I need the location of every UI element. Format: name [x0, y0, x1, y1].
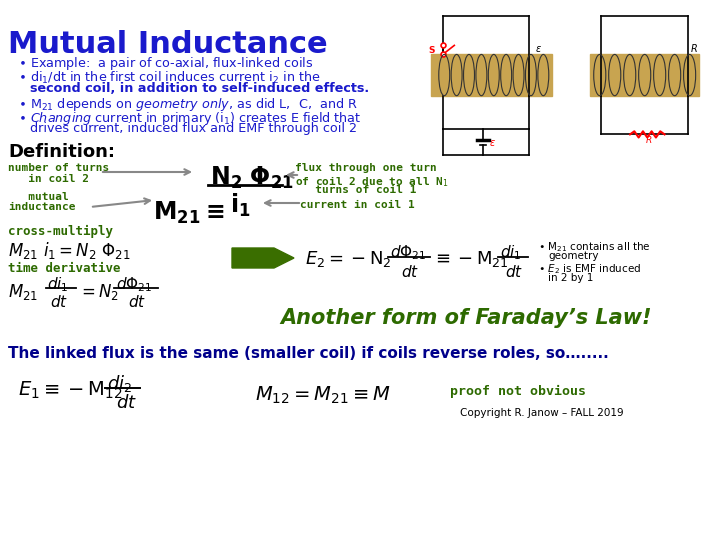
Bar — [431, 55, 552, 96]
Text: $\mathbf{M_{21} \equiv}$: $\mathbf{M_{21} \equiv}$ — [153, 200, 225, 226]
FancyArrow shape — [232, 248, 294, 268]
Text: $\equiv -\mathrm{M}_{21}$: $\equiv -\mathrm{M}_{21}$ — [432, 249, 509, 269]
Text: $dt$: $dt$ — [116, 394, 137, 412]
Text: $d\Phi_{21}$: $d\Phi_{21}$ — [390, 243, 426, 262]
Text: geometry: geometry — [548, 251, 598, 261]
Text: second coil, in addition to self-induced effects.: second coil, in addition to self-induced… — [30, 82, 369, 95]
Text: $M_{21}$: $M_{21}$ — [8, 282, 38, 302]
Text: turns of coil 1: turns of coil 1 — [295, 185, 416, 195]
Text: $dt$: $dt$ — [505, 264, 523, 280]
Text: $\mathit{E}_2 = -\mathrm{N}_2$: $\mathit{E}_2 = -\mathrm{N}_2$ — [305, 249, 392, 269]
Text: $\mathbf{N_2\ \Phi_{21}}$: $\mathbf{N_2\ \Phi_{21}}$ — [210, 165, 294, 191]
Text: $\bullet$ Example:  a pair of co-axial, flux-linked coils: $\bullet$ Example: a pair of co-axial, f… — [18, 55, 313, 72]
Text: $\varepsilon$: $\varepsilon$ — [535, 44, 542, 54]
Text: inductance: inductance — [8, 202, 76, 212]
Text: $dt$: $dt$ — [401, 264, 419, 280]
Text: number of turns: number of turns — [8, 163, 109, 173]
Bar — [590, 55, 699, 96]
Text: $\mathbf{i_1}$: $\mathbf{i_1}$ — [230, 192, 251, 219]
Text: $di_2$: $di_2$ — [107, 373, 132, 394]
Text: $\bullet$ $\mathit{Changing}$ current in primary (i$_1$) creates E field that: $\bullet$ $\mathit{Changing}$ current in… — [18, 110, 361, 127]
Text: in coil 2: in coil 2 — [8, 174, 89, 184]
Text: mutual: mutual — [8, 192, 68, 202]
Text: $\bullet$ $\mathit{E}_2$ is EMF induced: $\bullet$ $\mathit{E}_2$ is EMF induced — [538, 262, 642, 276]
Text: $\bullet$ M$_{21}$ depends on $\mathit{geometry\ only}$, as did L,  C,  and R: $\bullet$ M$_{21}$ depends on $\mathit{g… — [18, 96, 358, 113]
Text: R: R — [646, 137, 652, 145]
Text: The linked flux is the same (smaller coil) if coils reverse roles, so….....: The linked flux is the same (smaller coi… — [8, 346, 608, 361]
Text: $d\Phi_{21}$: $d\Phi_{21}$ — [116, 275, 153, 294]
Text: $\bullet$ di$_1$/dt in the first coil induces current i$_2$ in the: $\bullet$ di$_1$/dt in the first coil in… — [18, 70, 320, 86]
Text: $dt$: $dt$ — [50, 294, 68, 310]
Text: S: S — [428, 46, 435, 55]
Text: $M_{12} = M_{21} \equiv M$: $M_{12} = M_{21} \equiv M$ — [255, 385, 391, 406]
Text: $dt$: $dt$ — [128, 294, 146, 310]
Text: $M_{21}\ i_1 = N_2\ \Phi_{21}$: $M_{21}\ i_1 = N_2\ \Phi_{21}$ — [8, 240, 131, 261]
Text: drives current, induced flux and EMF through coil 2: drives current, induced flux and EMF thr… — [30, 122, 357, 135]
Text: Another form of Faraday’s Law!: Another form of Faraday’s Law! — [280, 308, 652, 328]
Text: Copyright R. Janow – FALL 2019: Copyright R. Janow – FALL 2019 — [460, 408, 624, 418]
Text: $di_1$: $di_1$ — [500, 243, 521, 262]
Text: of coil 2 due to all N$_1$: of coil 2 due to all N$_1$ — [295, 174, 449, 189]
Text: proof not obvious: proof not obvious — [450, 385, 586, 398]
Text: cross-multiply: cross-multiply — [8, 225, 113, 238]
Text: time derivative: time derivative — [8, 262, 120, 275]
Text: $\mathit{E}_1 \equiv -\mathrm{M}_{12}$: $\mathit{E}_1 \equiv -\mathrm{M}_{12}$ — [18, 380, 122, 401]
Text: $\bullet$ M$_{21}$ contains all the: $\bullet$ M$_{21}$ contains all the — [538, 240, 651, 254]
Text: flux through one turn: flux through one turn — [295, 163, 437, 173]
Text: $= N_2$: $= N_2$ — [78, 282, 119, 302]
Text: R: R — [690, 44, 697, 54]
Text: current in coil 1: current in coil 1 — [300, 200, 415, 210]
Text: Definition:: Definition: — [8, 143, 115, 161]
Text: $\varepsilon$: $\varepsilon$ — [489, 138, 496, 148]
Text: in 2 by 1: in 2 by 1 — [548, 273, 593, 283]
Text: Mutual Inductance: Mutual Inductance — [8, 30, 328, 59]
Text: $di_1$: $di_1$ — [47, 275, 68, 294]
